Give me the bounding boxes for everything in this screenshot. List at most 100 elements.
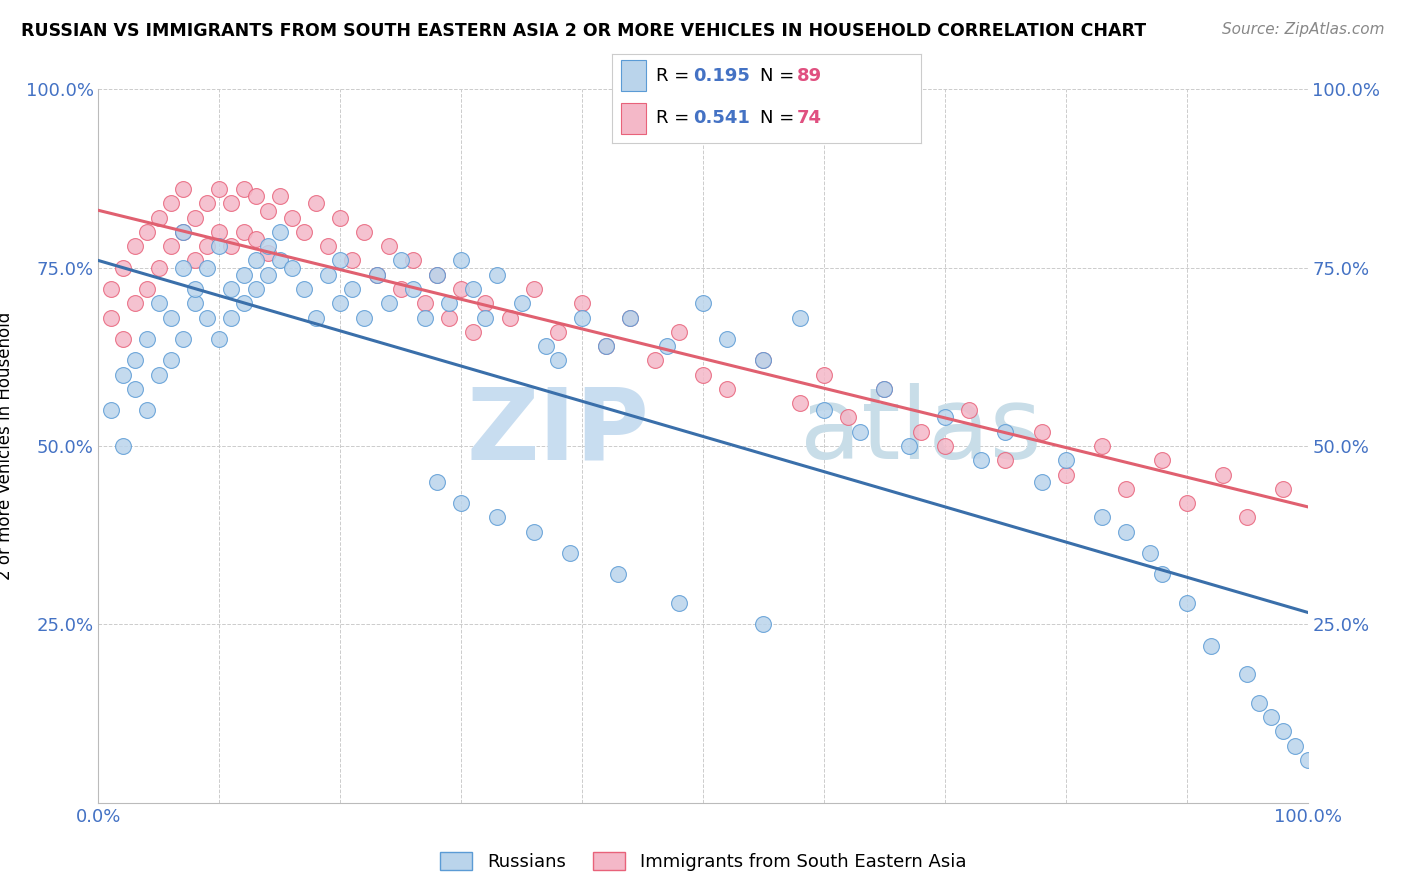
Point [232, 182, 254, 196]
Text: ZIP: ZIP [467, 384, 650, 480]
Point [111, 260, 134, 275]
Point [1115, 482, 1137, 496]
Point [873, 382, 896, 396]
Point [111, 368, 134, 382]
Point [184, 282, 207, 296]
Point [124, 239, 146, 253]
Point [426, 268, 449, 282]
Point [450, 496, 472, 510]
Point [184, 211, 207, 225]
Point [269, 225, 291, 239]
Point [547, 325, 569, 339]
Point [595, 339, 617, 353]
Point [111, 332, 134, 346]
Point [450, 282, 472, 296]
Point [934, 439, 956, 453]
Point [1175, 496, 1198, 510]
Point [897, 439, 920, 453]
Point [1284, 739, 1306, 753]
Point [547, 353, 569, 368]
Point [172, 225, 194, 239]
Point [426, 475, 449, 489]
Point [377, 296, 399, 310]
Point [353, 310, 375, 325]
Point [619, 310, 641, 325]
Point [873, 382, 896, 396]
Text: 74: 74 [797, 109, 823, 127]
Point [1236, 667, 1258, 681]
Point [184, 253, 207, 268]
Point [957, 403, 980, 417]
Point [124, 296, 146, 310]
Point [716, 332, 738, 346]
Point [195, 239, 218, 253]
Point [195, 196, 218, 211]
Point [256, 203, 278, 218]
Point [232, 296, 254, 310]
Point [498, 310, 520, 325]
Point [160, 196, 183, 211]
Point [813, 368, 835, 382]
Point [172, 225, 194, 239]
Point [402, 282, 425, 296]
Point [655, 339, 678, 353]
Point [1175, 596, 1198, 610]
Point [1272, 482, 1295, 496]
Text: 0.541: 0.541 [693, 109, 751, 127]
Point [100, 310, 122, 325]
Point [208, 225, 231, 239]
Point [692, 368, 714, 382]
Point [195, 260, 218, 275]
Point [571, 296, 593, 310]
Point [463, 282, 485, 296]
Point [389, 253, 412, 268]
Point [100, 282, 122, 296]
Point [305, 310, 328, 325]
Point [269, 189, 291, 203]
Point [571, 310, 593, 325]
Point [135, 225, 157, 239]
Point [558, 546, 581, 560]
Point [413, 310, 436, 325]
Point [148, 211, 170, 225]
Point [474, 296, 496, 310]
Point [1115, 524, 1137, 539]
Point [160, 353, 183, 368]
Point [437, 310, 460, 325]
Point [1091, 510, 1114, 524]
Point [716, 382, 738, 396]
Point [813, 403, 835, 417]
Text: RUSSIAN VS IMMIGRANTS FROM SOUTH EASTERN ASIA 2 OR MORE VEHICLES IN HOUSEHOLD CO: RUSSIAN VS IMMIGRANTS FROM SOUTH EASTERN… [21, 22, 1146, 40]
Point [934, 410, 956, 425]
Text: N =: N = [761, 67, 800, 85]
Point [160, 239, 183, 253]
Point [281, 211, 304, 225]
Point [124, 382, 146, 396]
Text: 89: 89 [797, 67, 823, 85]
Point [281, 260, 304, 275]
Point [994, 425, 1017, 439]
Point [172, 260, 194, 275]
Point [269, 253, 291, 268]
Point [486, 268, 509, 282]
Point [232, 268, 254, 282]
Point [366, 268, 388, 282]
Point [221, 282, 243, 296]
Point [305, 196, 328, 211]
Point [619, 310, 641, 325]
Point [437, 296, 460, 310]
Point [413, 296, 436, 310]
Point [172, 182, 194, 196]
Point [1152, 453, 1174, 467]
Point [245, 232, 267, 246]
Text: R =: R = [657, 109, 696, 127]
Point [1139, 546, 1161, 560]
Point [100, 403, 122, 417]
Point [256, 268, 278, 282]
Point [426, 268, 449, 282]
Point [148, 368, 170, 382]
Point [353, 225, 375, 239]
Point [208, 182, 231, 196]
Point [292, 282, 315, 296]
Point [534, 339, 557, 353]
